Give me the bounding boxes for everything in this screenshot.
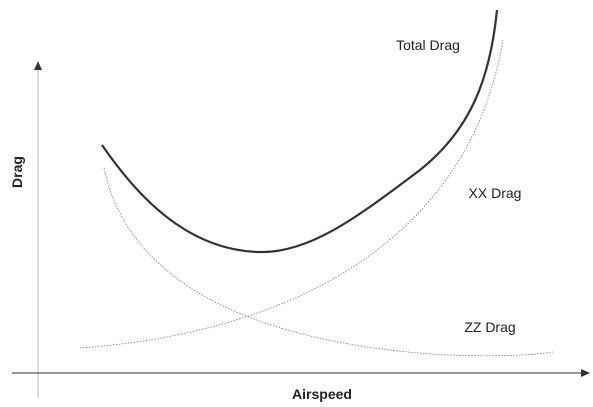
total-drag-label: Total Drag (396, 37, 460, 53)
y-axis-label: Drag (9, 156, 25, 188)
total-drag-curve (101, 9, 499, 254)
xx-drag-curve (79, 39, 504, 349)
xx-drag-label: XX Drag (469, 185, 522, 201)
zz-drag-label: ZZ Drag (464, 319, 515, 335)
x-axis-label: Airspeed (292, 386, 352, 402)
